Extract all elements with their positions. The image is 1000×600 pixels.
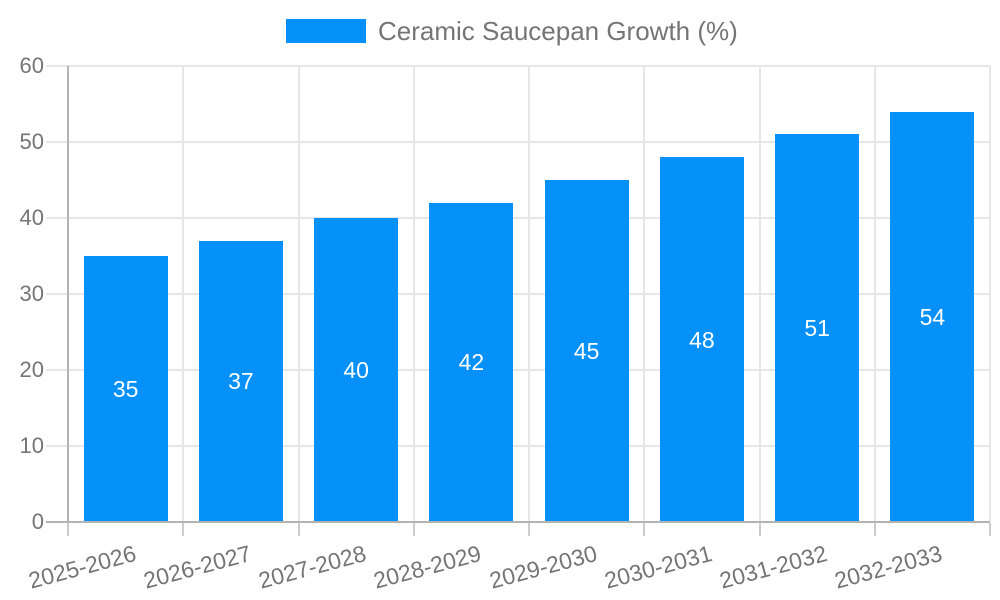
y-gridline xyxy=(46,65,990,67)
x-tick xyxy=(528,523,530,536)
legend-swatch xyxy=(286,19,366,43)
y-axis-label: 0 xyxy=(31,509,44,534)
bar[interactable] xyxy=(544,180,629,522)
x-axis-line xyxy=(46,521,990,523)
y-axis-label: 10 xyxy=(19,433,44,458)
x-tick xyxy=(758,523,761,536)
bar-value-label: 48 xyxy=(689,326,715,353)
bar[interactable] xyxy=(659,157,744,522)
x-tick xyxy=(412,523,415,536)
x-gridline xyxy=(412,66,415,522)
x-tick xyxy=(873,523,876,536)
x-axis-label: 2028-2029 xyxy=(371,540,485,594)
bar-value-label: 42 xyxy=(458,349,485,376)
bar[interactable] xyxy=(83,256,168,522)
x-axis-label: 2030-2031 xyxy=(601,540,715,594)
y-gridline xyxy=(46,217,990,219)
x-axis-label: 2029-2030 xyxy=(486,540,600,594)
y-axis-label: 40 xyxy=(19,205,44,230)
bar[interactable] xyxy=(198,240,283,522)
x-gridline xyxy=(758,66,761,522)
y-gridline xyxy=(46,369,990,371)
y-axis-label: 30 xyxy=(19,281,44,306)
x-gridline xyxy=(873,66,876,522)
bar[interactable] xyxy=(890,111,975,522)
y-axis-label: 60 xyxy=(19,53,44,78)
bar[interactable] xyxy=(314,218,399,522)
x-gridline xyxy=(182,66,185,522)
bar-value-label: 51 xyxy=(804,315,830,342)
y-gridline xyxy=(46,141,990,143)
x-axis-label: 2025-2026 xyxy=(25,540,139,594)
y-gridline xyxy=(46,293,990,295)
bar-value-label: 45 xyxy=(573,338,600,364)
x-tick xyxy=(182,523,185,536)
x-axis-label: 2031-2032 xyxy=(716,540,830,594)
x-axis-label: 2032-2033 xyxy=(832,540,946,594)
bar[interactable] xyxy=(775,134,860,522)
bar-value-label: 40 xyxy=(343,357,369,383)
legend-label: Ceramic Saucepan Growth (%) xyxy=(378,16,738,46)
x-tick xyxy=(989,523,991,536)
x-axis-label: 2027-2028 xyxy=(255,540,369,594)
x-gridline xyxy=(643,66,646,522)
x-tick xyxy=(643,523,646,536)
y-axis-label: 20 xyxy=(19,357,44,382)
x-tick xyxy=(297,523,300,536)
bar-value-label: 54 xyxy=(919,303,946,330)
y-axis-line xyxy=(67,66,69,522)
bar-value-label: 37 xyxy=(228,368,254,395)
x-tick xyxy=(67,523,69,536)
x-gridline xyxy=(297,66,300,522)
x-gridline xyxy=(528,66,530,522)
x-gridline xyxy=(989,66,991,522)
y-axis-label: 50 xyxy=(19,129,44,154)
y-gridline xyxy=(46,445,990,447)
x-axis-label: 2026-2027 xyxy=(140,540,254,594)
bar[interactable] xyxy=(429,202,514,522)
bar-value-label: 35 xyxy=(112,376,139,402)
